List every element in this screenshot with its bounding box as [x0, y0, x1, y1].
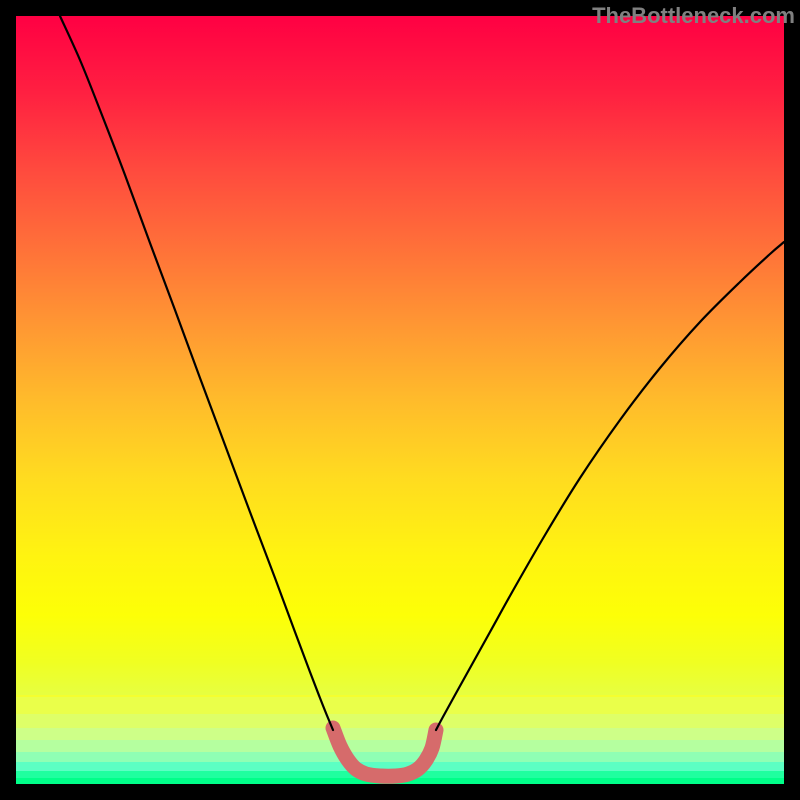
gradient-background: [16, 16, 784, 784]
watermark-label: TheBottleneck.com: [592, 3, 795, 29]
chart-container: TheBottleneck.com: [0, 0, 800, 800]
bottleneck-chart: [0, 0, 800, 800]
